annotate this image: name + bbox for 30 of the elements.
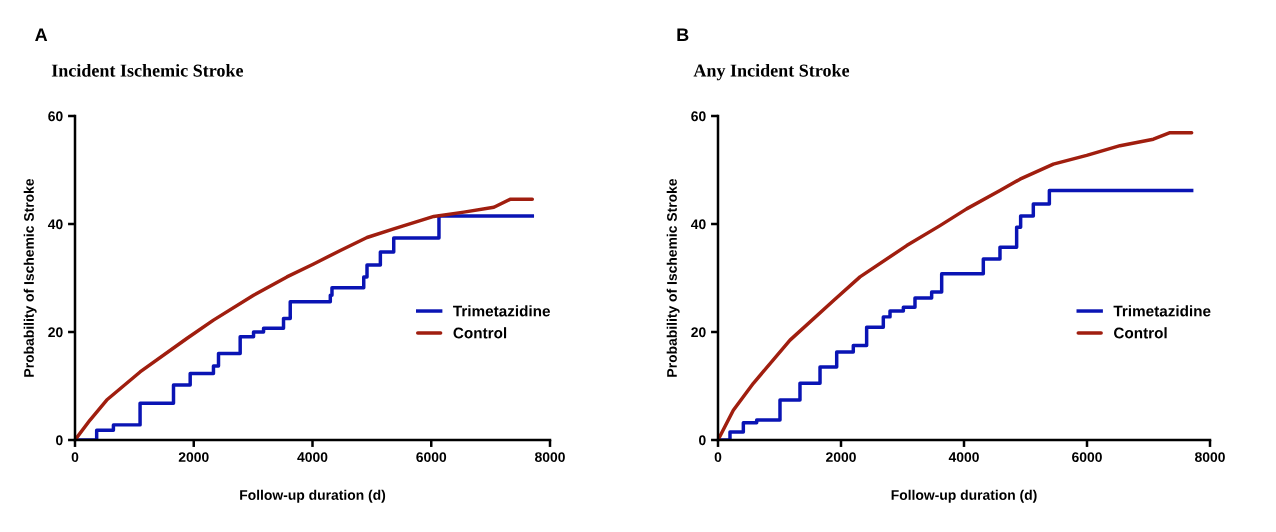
y-tick-label: 40 bbox=[47, 219, 63, 230]
y-tick-label: 60 bbox=[691, 111, 706, 122]
x-tick-label: 4000 bbox=[948, 452, 979, 463]
legend-label: Trimetazidine bbox=[1113, 305, 1211, 317]
x-tick-label: 6000 bbox=[416, 452, 447, 463]
x-tick-label: 2000 bbox=[826, 452, 856, 463]
y-tick-label: 0 bbox=[699, 435, 706, 446]
y-tick-label: 40 bbox=[690, 219, 706, 230]
text: B bbox=[677, 28, 689, 41]
x-axis-title: Follow-up duration (d) bbox=[891, 489, 1037, 503]
y-tick-label: 0 bbox=[56, 435, 63, 446]
x-tick-label: 4000 bbox=[297, 452, 328, 463]
chart-title: Incident Ischemic Stroke bbox=[51, 63, 244, 77]
x-tick-label: 0 bbox=[714, 452, 722, 463]
y-tick-label: 20 bbox=[48, 327, 63, 338]
x-tick-label: 6000 bbox=[1072, 452, 1102, 463]
legend-label: Trimetazidine bbox=[453, 305, 550, 317]
legend-label: Control bbox=[1114, 327, 1167, 339]
x-tick-label: 2000 bbox=[178, 452, 209, 463]
y-tick-label: 60 bbox=[48, 111, 63, 122]
x-axis-title: Follow-up duration (d) bbox=[240, 489, 386, 503]
x-tick-label: 8000 bbox=[534, 452, 565, 463]
x-tick-label: 8000 bbox=[1194, 452, 1225, 463]
text: A bbox=[35, 28, 48, 41]
y-tick-label: 20 bbox=[691, 327, 706, 338]
y-axis-title: Probability of Ischemic Stroke bbox=[23, 178, 37, 377]
y-axis-title: Probability of Ischemic Stroke bbox=[666, 178, 680, 377]
x-tick-label: 0 bbox=[71, 452, 79, 463]
legend-label: Control bbox=[453, 327, 507, 339]
chart-title: Any Incident Stroke bbox=[693, 63, 850, 81]
